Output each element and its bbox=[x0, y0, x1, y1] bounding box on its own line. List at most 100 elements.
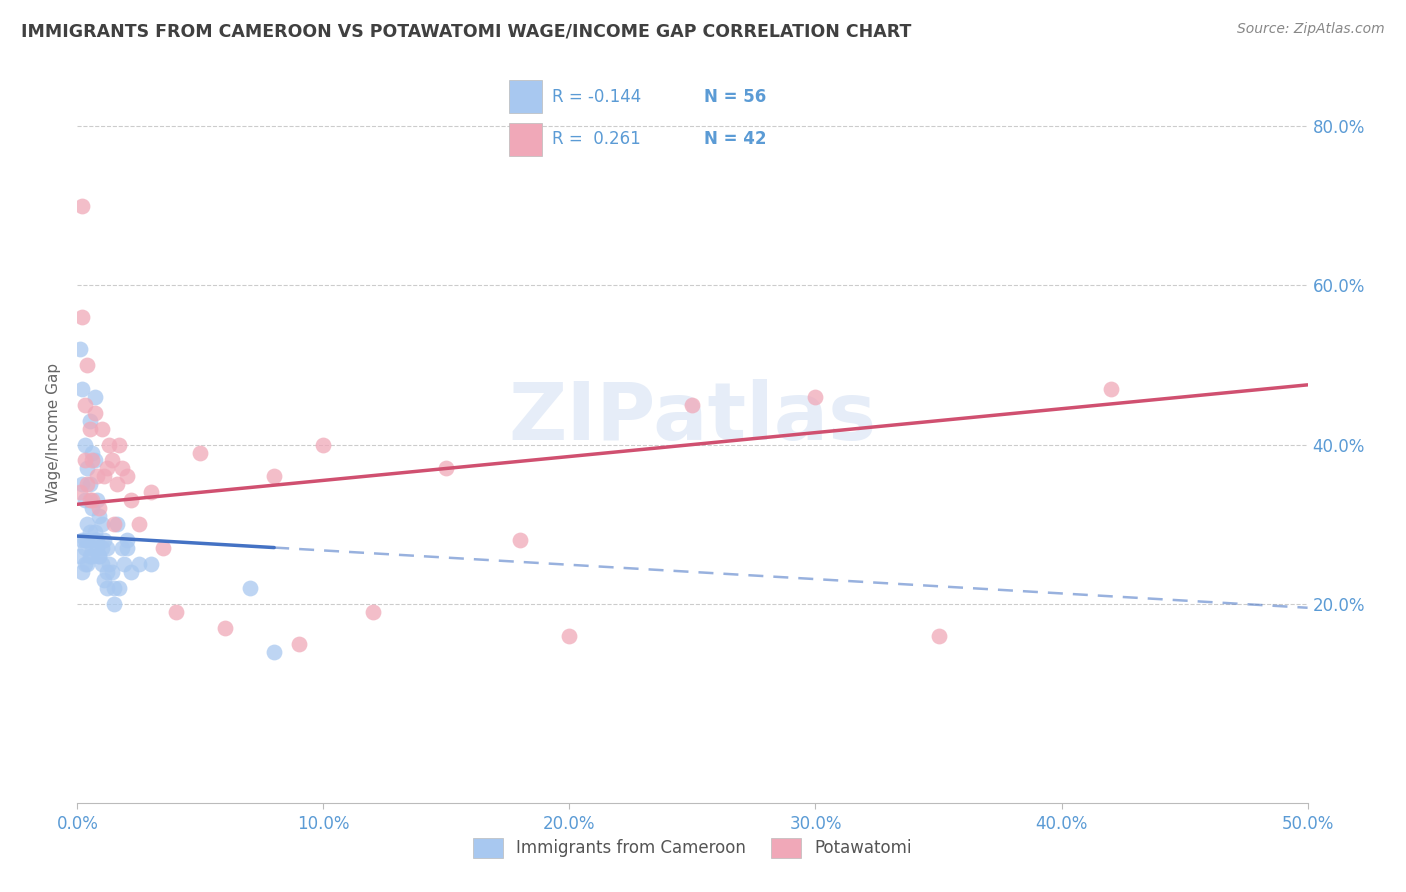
Legend: Immigrants from Cameroon, Potawatomi: Immigrants from Cameroon, Potawatomi bbox=[467, 831, 918, 865]
Point bbox=[89, 549, 111, 563]
Point bbox=[312, 437, 335, 451]
Point bbox=[82, 493, 104, 508]
Point bbox=[90, 557, 114, 571]
Point bbox=[115, 469, 138, 483]
Point bbox=[928, 629, 950, 643]
Point bbox=[165, 605, 187, 619]
Point bbox=[96, 581, 118, 595]
Point bbox=[73, 493, 96, 508]
Text: N = 56: N = 56 bbox=[704, 87, 766, 105]
Point bbox=[141, 485, 163, 500]
Point bbox=[121, 493, 143, 508]
Bar bbox=[509, 79, 543, 112]
Point bbox=[361, 605, 384, 619]
Point bbox=[79, 477, 101, 491]
Point bbox=[239, 581, 262, 595]
Point bbox=[108, 581, 131, 595]
Text: R =  0.261: R = 0.261 bbox=[553, 130, 641, 148]
Point bbox=[111, 461, 132, 475]
Point bbox=[83, 453, 105, 467]
Point bbox=[86, 541, 108, 555]
Point bbox=[105, 477, 128, 491]
Point bbox=[69, 485, 91, 500]
Point bbox=[105, 517, 128, 532]
Point bbox=[73, 541, 96, 555]
Point bbox=[70, 533, 93, 547]
Point bbox=[188, 445, 212, 459]
Point bbox=[93, 573, 115, 587]
Point bbox=[115, 541, 138, 555]
Point bbox=[79, 525, 101, 540]
Point bbox=[79, 422, 101, 436]
Text: IMMIGRANTS FROM CAMEROON VS POTAWATOMI WAGE/INCOME GAP CORRELATION CHART: IMMIGRANTS FROM CAMEROON VS POTAWATOMI W… bbox=[21, 22, 911, 40]
Point bbox=[82, 549, 104, 563]
Point bbox=[73, 533, 96, 547]
Point bbox=[73, 557, 96, 571]
Point bbox=[83, 525, 105, 540]
Point bbox=[121, 565, 143, 579]
Point bbox=[83, 390, 105, 404]
Point bbox=[69, 342, 91, 356]
Point bbox=[152, 541, 174, 555]
Point bbox=[141, 557, 163, 571]
Point bbox=[1099, 382, 1122, 396]
Point bbox=[69, 549, 91, 563]
Text: Source: ZipAtlas.com: Source: ZipAtlas.com bbox=[1237, 22, 1385, 37]
Point bbox=[214, 621, 236, 635]
Point bbox=[93, 469, 115, 483]
Point bbox=[98, 557, 121, 571]
Text: N = 42: N = 42 bbox=[704, 130, 766, 148]
Point bbox=[112, 557, 135, 571]
Point bbox=[82, 453, 104, 467]
Point bbox=[128, 557, 150, 571]
Point bbox=[103, 581, 125, 595]
Point bbox=[128, 517, 150, 532]
Point bbox=[86, 469, 108, 483]
Point bbox=[682, 398, 704, 412]
Point bbox=[115, 533, 138, 547]
Point bbox=[86, 533, 108, 547]
Point bbox=[263, 469, 285, 483]
Point bbox=[79, 549, 101, 563]
Point bbox=[70, 310, 93, 325]
Point bbox=[76, 477, 98, 491]
Point bbox=[103, 597, 125, 611]
Point bbox=[83, 406, 105, 420]
Point bbox=[73, 437, 96, 451]
Point bbox=[90, 517, 114, 532]
Point bbox=[436, 461, 458, 475]
Point bbox=[70, 477, 93, 491]
Point bbox=[76, 533, 98, 547]
Point bbox=[76, 517, 98, 532]
Point bbox=[89, 549, 111, 563]
Point bbox=[108, 437, 131, 451]
Point bbox=[96, 461, 118, 475]
Point bbox=[82, 501, 104, 516]
Y-axis label: Wage/Income Gap: Wage/Income Gap bbox=[46, 362, 62, 503]
Point bbox=[89, 509, 111, 524]
Text: ZIPatlas: ZIPatlas bbox=[509, 379, 876, 457]
Point bbox=[96, 565, 118, 579]
Bar bbox=[509, 123, 543, 156]
Point bbox=[96, 541, 118, 555]
Point bbox=[288, 637, 311, 651]
Point bbox=[76, 358, 98, 372]
Point bbox=[89, 501, 111, 516]
Point bbox=[103, 517, 125, 532]
Point bbox=[86, 493, 108, 508]
Point bbox=[558, 629, 581, 643]
Point bbox=[76, 557, 98, 571]
Point bbox=[90, 541, 114, 555]
Point bbox=[111, 541, 132, 555]
Point bbox=[804, 390, 827, 404]
Point bbox=[82, 541, 104, 555]
Point bbox=[79, 414, 101, 428]
Point bbox=[90, 422, 114, 436]
Point bbox=[70, 382, 93, 396]
Point bbox=[263, 644, 285, 658]
Point bbox=[76, 461, 98, 475]
Text: R = -0.144: R = -0.144 bbox=[553, 87, 641, 105]
Point bbox=[73, 398, 96, 412]
Point bbox=[98, 437, 121, 451]
Point bbox=[82, 445, 104, 459]
